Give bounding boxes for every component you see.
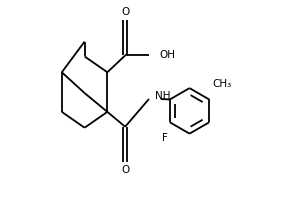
Text: O: O <box>121 7 129 17</box>
Text: NH: NH <box>155 91 170 101</box>
Text: F: F <box>162 133 168 143</box>
Text: CH₃: CH₃ <box>212 79 231 89</box>
Text: O: O <box>121 165 129 175</box>
Text: OH: OH <box>160 50 176 60</box>
